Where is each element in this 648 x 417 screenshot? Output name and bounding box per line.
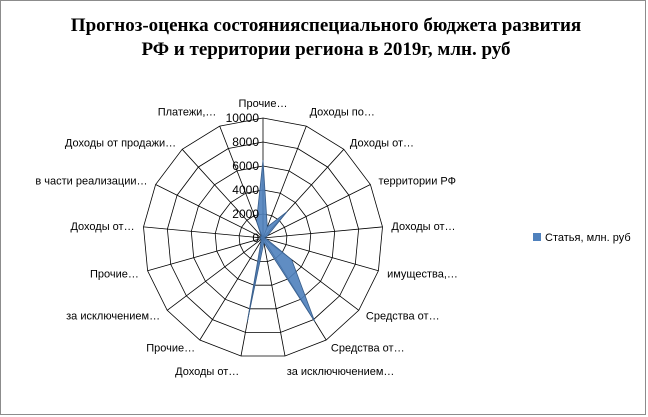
category-labels: Прочие… Доходы по… Доходы от… территории РФ… bbox=[35, 98, 458, 378]
grid-spoke bbox=[262, 226, 383, 239]
tick-label: 8000 bbox=[232, 135, 259, 149]
category-label: Доходы от… bbox=[70, 221, 134, 233]
tick-label: 6000 bbox=[232, 159, 259, 173]
category-label: Доходы от… bbox=[350, 138, 414, 150]
grid-spoke bbox=[262, 237, 379, 272]
category-label: Доходы от… bbox=[175, 366, 239, 378]
grid-spoke bbox=[199, 237, 264, 341]
legend-swatch bbox=[533, 233, 541, 241]
grid-ring bbox=[238, 213, 288, 263]
series-layer bbox=[246, 159, 316, 322]
grid-ring bbox=[190, 165, 336, 310]
category-label: в части реализации… bbox=[35, 176, 147, 188]
grid-spoke bbox=[155, 184, 264, 239]
grid-spoke bbox=[143, 226, 264, 239]
grid-ring bbox=[214, 189, 312, 286]
category-label: Доходы по… bbox=[310, 107, 375, 119]
grid-spoke bbox=[181, 149, 264, 239]
tick-label: 10000 bbox=[226, 111, 260, 125]
category-label: Прочие… bbox=[239, 98, 288, 110]
radial-tick-labels: 0 2000 4000 6000 8000 10000 bbox=[226, 111, 260, 245]
tick-label: 2000 bbox=[232, 207, 259, 221]
grid-spoke bbox=[219, 125, 264, 239]
category-label: имущества,… bbox=[387, 268, 458, 280]
grid-spoke bbox=[166, 237, 264, 311]
category-label: Прочие… bbox=[146, 343, 195, 355]
category-label: Средства от… bbox=[331, 343, 405, 355]
chart-title-line-2: РФ и территории региона в 2019г, млн. ру… bbox=[141, 39, 510, 60]
category-label: Доходы от продажи… bbox=[65, 138, 176, 150]
category-label: Платежи,… bbox=[158, 107, 217, 119]
category-label: Средства от… bbox=[366, 311, 440, 323]
legend: Статья, млн. руб bbox=[533, 232, 631, 244]
series-area bbox=[246, 159, 316, 322]
chart-title-line-1: Прогноз-оценка состоянияспециального бюд… bbox=[71, 15, 581, 36]
grid-spoke bbox=[262, 125, 307, 239]
grid-spoke bbox=[147, 237, 264, 272]
grid-spoke bbox=[262, 237, 286, 357]
category-label: за исключением… bbox=[66, 311, 160, 323]
legend-label: Статья, млн. руб bbox=[545, 232, 631, 244]
grid-ring bbox=[166, 141, 360, 333]
category-label: за исключючением… bbox=[287, 366, 395, 378]
tick-label: 4000 bbox=[232, 183, 259, 197]
grid-ring bbox=[143, 117, 383, 357]
category-label: территории РФ bbox=[379, 176, 456, 188]
category-label: Доходы от… bbox=[391, 221, 455, 233]
category-label: Прочие… bbox=[90, 268, 139, 280]
tick-label: 0 bbox=[252, 231, 259, 245]
grid-spoke bbox=[262, 184, 371, 239]
